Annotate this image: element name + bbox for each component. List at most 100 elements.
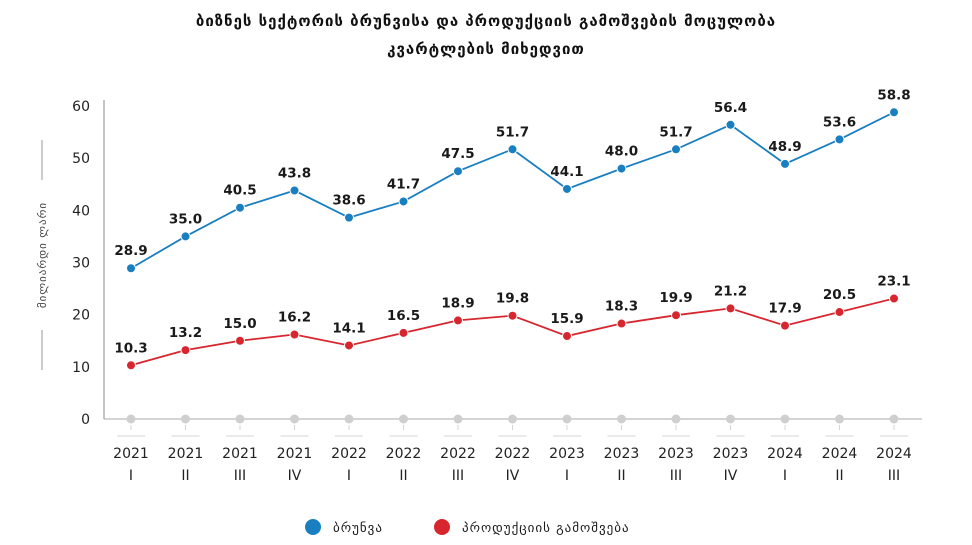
x-axis-marker <box>835 414 844 424</box>
data-label: 18.9 <box>441 295 474 311</box>
data-point <box>507 310 518 321</box>
data-label: 53.6 <box>823 114 856 130</box>
data-label: 47.5 <box>441 146 474 162</box>
y-tick-label: 10 <box>72 360 90 376</box>
x-tick-year: 2022 <box>386 446 422 462</box>
data-label: 44.1 <box>550 164 583 180</box>
data-point <box>235 335 245 346</box>
x-tick-year: 2021 <box>113 446 149 462</box>
x-axis-marker <box>671 414 681 424</box>
data-label: 51.7 <box>496 124 529 140</box>
data-label: 15.0 <box>223 316 256 332</box>
data-label: 20.5 <box>823 287 856 303</box>
x-axis-marker <box>453 414 463 424</box>
y-axis-ticks: 0 10 20 30 40 50 60 <box>72 99 90 428</box>
data-point <box>616 318 627 329</box>
y-tick-label: 60 <box>72 99 90 115</box>
data-point <box>398 196 409 207</box>
x-tick-quarter: I <box>347 468 351 484</box>
x-axis-marker <box>562 414 572 424</box>
data-point <box>289 329 300 340</box>
data-label: 16.5 <box>387 308 420 324</box>
series-group: 28.9 35.0 40.5 43.8 38.6 41.7 47.5 51.7 44.1 48.0… <box>114 87 911 371</box>
data-point <box>344 340 354 351</box>
data-label: 51.7 <box>659 124 692 140</box>
data-label: 43.8 <box>278 166 311 182</box>
x-tick-quarter: I <box>783 468 787 484</box>
data-point <box>671 144 681 155</box>
y-tick-label: 50 <box>72 151 90 167</box>
data-point <box>562 183 572 194</box>
x-tick-quarter: III <box>234 468 246 484</box>
data-label: 41.7 <box>387 176 420 192</box>
data-point <box>562 331 572 342</box>
x-axis-marker <box>235 414 245 424</box>
y-tick-label: 40 <box>72 203 90 219</box>
data-point <box>289 185 300 196</box>
data-label: 10.3 <box>114 340 147 356</box>
data-label: 40.5 <box>223 183 256 199</box>
x-tick-quarter: II <box>181 468 189 484</box>
x-tick-year: 2024 <box>822 446 858 462</box>
data-point <box>235 202 245 213</box>
x-tick-quarter: III <box>452 468 464 484</box>
data-label: 14.1 <box>332 320 365 336</box>
x-axis-marker <box>617 414 626 424</box>
x-axis-ticks: 2021I2021II2021III2021IV2022I2022II2022I… <box>113 414 912 484</box>
x-tick-quarter: III <box>670 468 682 484</box>
data-point <box>180 345 191 356</box>
x-axis-marker <box>508 414 517 424</box>
x-tick-quarter: II <box>835 468 843 484</box>
x-tick-year: 2024 <box>876 446 912 462</box>
data-point <box>725 119 736 130</box>
x-tick-quarter: IV <box>506 468 520 484</box>
x-tick-year: 2023 <box>658 446 694 462</box>
data-point <box>616 163 627 174</box>
legend: ბრუნვა პროდუქციის გამოშვება <box>305 519 630 536</box>
data-label: 17.9 <box>768 301 801 317</box>
data-label: 21.2 <box>714 283 747 299</box>
y-axis-label-group: მილიარდი ლარი <box>36 140 49 370</box>
data-point <box>889 293 899 304</box>
x-tick-year: 2021 <box>222 446 258 462</box>
x-axis-marker <box>780 414 790 424</box>
x-tick-year: 2022 <box>495 446 531 462</box>
data-point <box>453 315 463 326</box>
data-label: 16.2 <box>278 309 311 325</box>
x-tick-quarter: I <box>129 468 133 484</box>
x-tick-year: 2023 <box>713 446 749 462</box>
data-label: 35.0 <box>169 211 202 227</box>
y-axis-label: მილიარდი ლარი <box>36 202 49 308</box>
y-tick-label: 20 <box>72 308 90 324</box>
x-tick-year: 2023 <box>604 446 640 462</box>
data-label: 13.2 <box>169 325 202 341</box>
x-tick-quarter: II <box>617 468 625 484</box>
legend-marker <box>434 519 450 535</box>
x-axis-marker <box>126 414 136 424</box>
data-point <box>507 144 518 155</box>
data-point <box>453 166 463 177</box>
data-label: 15.9 <box>550 311 583 327</box>
x-tick-year: 2023 <box>549 446 585 462</box>
x-axis-marker <box>290 414 299 424</box>
data-point <box>834 134 845 145</box>
legend-marker <box>305 519 321 535</box>
x-tick-year: 2021 <box>168 446 204 462</box>
data-point <box>180 231 191 242</box>
y-tick-label: 0 <box>81 412 90 428</box>
data-point <box>834 307 845 318</box>
data-point <box>780 158 790 169</box>
legend-label: პროდუქციის გამოშვება <box>462 521 630 536</box>
data-point <box>671 310 681 321</box>
data-label: 38.6 <box>332 193 365 209</box>
data-point <box>889 107 899 118</box>
data-point <box>344 212 354 223</box>
x-axis-marker <box>399 414 408 424</box>
x-tick-quarter: II <box>399 468 407 484</box>
data-label: 18.3 <box>605 299 638 315</box>
x-axis-marker <box>726 414 735 424</box>
x-tick-quarter: IV <box>288 468 302 484</box>
x-axis-marker <box>344 414 354 424</box>
